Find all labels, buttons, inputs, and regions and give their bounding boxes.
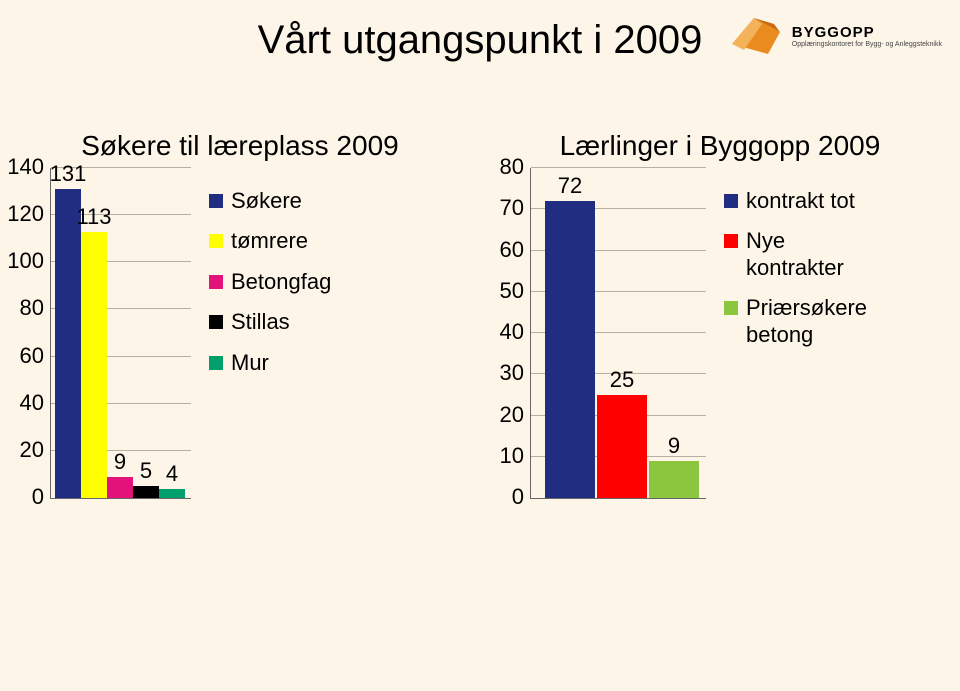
y-tick-label: 40 (20, 390, 44, 416)
logo-text-block: BYGGOPP Opplæringskontoret for Bygg- og … (792, 24, 942, 48)
bar-value-label: 25 (602, 367, 642, 393)
y-tick-label: 20 (500, 402, 524, 428)
left-plot-row: 140120100806040200 131113954 Søkeretømre… (0, 168, 480, 499)
right-plot-row: 80706050403020100 72259 kontrakt totNye … (480, 168, 960, 499)
legend-swatch (724, 234, 738, 248)
y-tick-label: 20 (20, 437, 44, 463)
legend-item: tømrere (209, 228, 331, 254)
bar-value-label: 4 (152, 461, 192, 487)
legend-item: Søkere (209, 188, 331, 214)
grid-line (531, 167, 706, 168)
slide: Vårt utgangspunkt i 2009 BYGGOPP Opplæri… (0, 0, 960, 691)
y-tick-label: 140 (7, 154, 44, 180)
y-tick-label: 0 (32, 484, 44, 510)
bar-value-label: 9 (654, 433, 694, 459)
charts-row: Søkere til læreplass 2009 140 120 100 80 60 4… (0, 130, 960, 499)
y-tick-label: 50 (500, 278, 524, 304)
right-y-axis: 80706050403020100 (480, 168, 530, 498)
bar (159, 489, 185, 498)
legend-label: Stillas (231, 309, 290, 335)
legend-item: Priærsøkere betong (724, 295, 886, 348)
logo: BYGGOPP Opplæringskontoret for Bygg- og … (724, 14, 942, 58)
legend-item: Stillas (209, 309, 331, 335)
legend-item: Nye kontrakter (724, 228, 886, 281)
legend-swatch (724, 194, 738, 208)
right-plot-area: 72 25 9 (530, 168, 706, 499)
legend-label: Nye kontrakter (746, 228, 886, 281)
y-tick-label: 40 (500, 319, 524, 345)
y-tick-label: 30 (500, 360, 524, 386)
right-chart: Lærlinger i Byggopp 2009 80 70 60 50 40 30 20 1… (480, 130, 960, 499)
bar-value-label: 72 (550, 173, 590, 199)
left-plot-area: 131113954 (50, 168, 191, 499)
bar (133, 486, 159, 498)
right-chart-title: Lærlinger i Byggopp 2009 (480, 130, 960, 162)
legend-label: Priærsøkere betong (746, 295, 886, 348)
legend-label: kontrakt tot (746, 188, 855, 214)
y-tick-label: 100 (7, 248, 44, 274)
y-tick-label: 80 (20, 295, 44, 321)
legend-swatch (209, 275, 223, 289)
legend-swatch (209, 194, 223, 208)
y-tick-label: 80 (500, 154, 524, 180)
legend-swatch (209, 356, 223, 370)
bar (597, 395, 647, 498)
bar (55, 189, 81, 498)
legend-item: Mur (209, 350, 331, 376)
byggopp-logo-icon (724, 14, 786, 58)
y-tick-label: 120 (7, 201, 44, 227)
y-tick-label: 0 (512, 484, 524, 510)
legend-item: Betongfag (209, 269, 331, 295)
right-legend: kontrakt tot Nye kontrakter Priærsøkere be… (724, 188, 886, 348)
logo-subtitle: Opplæringskontoret for Bygg- og Anleggst… (792, 41, 942, 48)
legend-label: Søkere (231, 188, 302, 214)
left-legend: Søkere tømrere Betongfag Stillas Mur (209, 188, 331, 376)
legend-item: kontrakt tot (724, 188, 886, 214)
bar (649, 461, 699, 498)
bar-value-label: 131 (48, 161, 88, 187)
legend-swatch (724, 301, 738, 315)
legend-swatch (209, 315, 223, 329)
left-chart: Søkere til læreplass 2009 140 120 100 80 60 4… (0, 130, 480, 499)
y-tick-label: 60 (20, 343, 44, 369)
y-tick-label: 70 (500, 195, 524, 221)
left-chart-title: Søkere til læreplass 2009 (0, 130, 480, 162)
bar-value-label: 113 (74, 204, 114, 230)
legend-label: Betongfag (231, 269, 331, 295)
legend-label: Mur (231, 350, 269, 376)
bar (545, 201, 595, 498)
left-y-axis: 140120100806040200 (0, 168, 50, 498)
logo-brand: BYGGOPP (792, 24, 942, 41)
y-tick-label: 60 (500, 237, 524, 263)
y-tick-label: 10 (500, 443, 524, 469)
legend-swatch (209, 234, 223, 248)
legend-label: tømrere (231, 228, 308, 254)
